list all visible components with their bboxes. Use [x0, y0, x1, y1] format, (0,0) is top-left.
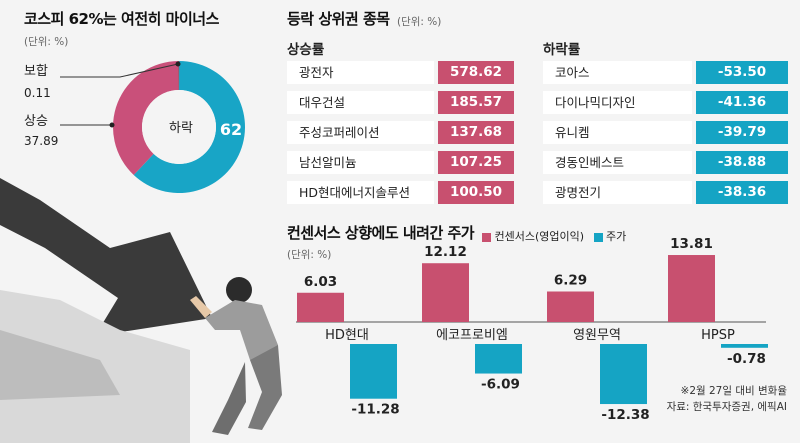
gainer-row: 대우건설 185.57 [287, 91, 514, 114]
stock-change-value: -53.50 [696, 61, 788, 84]
falling-arrow-shape [0, 178, 212, 336]
bar-unit: (단위: %) [287, 249, 332, 261]
losers-header: 하락률 [543, 42, 581, 58]
stock-change-value: 100.50 [438, 181, 514, 204]
bar-label-price: -11.28 [351, 402, 399, 418]
legend-label-consensus: 컨센서스(영업이익) [494, 230, 585, 243]
bar-price [475, 344, 522, 374]
stock-change-value: 578.62 [438, 61, 514, 84]
stock-name: 광전자 [287, 61, 434, 84]
falling-arrow-light [0, 330, 120, 400]
loser-row: 코아스 -53.50 [543, 61, 788, 84]
stock-name: HD현대에너지솔루션 [287, 181, 434, 204]
donut-center-label: 하락 [169, 121, 193, 136]
donut-slice-1 [113, 61, 179, 176]
loser-row: 광명전기 -38.36 [543, 181, 788, 204]
bar-consensus [297, 292, 344, 322]
bar-title: 컨센서스 상향에도 내려간 주가 [287, 224, 475, 242]
bar-category-label: HD현대 [325, 328, 369, 343]
bar-label-consensus: 6.03 [304, 274, 337, 290]
stock-change-value: -41.36 [696, 91, 788, 114]
stock-name: 광명전기 [543, 181, 692, 204]
stock-change-value: 185.57 [438, 91, 514, 114]
stock-name: 경동인베스트 [543, 151, 692, 174]
gainer-row: HD현대에너지솔루션 100.50 [287, 181, 514, 204]
bar-price [600, 344, 647, 405]
bar-consensus [422, 263, 469, 322]
flat-leader-dot [175, 61, 181, 67]
flat-label: 보합 [24, 64, 48, 79]
bar-consensus [668, 255, 715, 322]
bar-consensus [547, 291, 594, 322]
pushing-person-figure [190, 277, 282, 435]
up-leader-dot [109, 122, 115, 128]
donut-chart [113, 61, 246, 194]
footnote-note: ※2월 27일 대비 변화율 [680, 385, 787, 397]
stock-change-value: -38.88 [696, 151, 788, 174]
loser-row: 경동인베스트 -38.88 [543, 151, 788, 174]
bar-label-price: -6.09 [481, 377, 520, 393]
stock-change-value: 107.25 [438, 151, 514, 174]
donut-hole [142, 90, 216, 164]
gainers-header: 상승률 [287, 42, 325, 58]
loser-row: 다이나믹디자인 -41.36 [543, 91, 788, 114]
up-value: 37.89 [24, 134, 59, 148]
stock-change-value: -38.36 [696, 181, 788, 204]
donut-slice-0 [133, 61, 246, 194]
gainer-row: 남선알미늄 107.25 [287, 151, 514, 174]
footnote-source: 자료: 한국투자증권, 에픽AI [666, 401, 787, 413]
up-label: 상승 [24, 114, 48, 129]
stock-name: 남선알미늄 [287, 151, 434, 174]
stock-name: 주성코퍼레이션 [287, 121, 434, 144]
stock-change-value: -39.79 [696, 121, 788, 144]
bar-label-price: -12.38 [601, 407, 649, 423]
flat-leader-line [60, 63, 179, 78]
gainer-row: 광전자 578.62 [287, 61, 514, 84]
bar-category-label: 에코프로비엠 [436, 328, 508, 343]
legend-swatch-price [593, 232, 603, 242]
pie-chart: 하락 62 [60, 61, 246, 194]
stock-name: 대우건설 [287, 91, 434, 114]
bar-label-price: -0.78 [727, 351, 766, 367]
tables-title: 등락 상위권 종목 [287, 10, 390, 28]
bar-category-label: HPSP [701, 328, 735, 343]
legend-swatch-consensus [482, 232, 491, 242]
stock-name: 코아스 [543, 61, 692, 84]
bar-label-consensus: 6.29 [554, 272, 587, 288]
bar-category-label: 영원무역 [573, 328, 621, 343]
stock-name: 다이나믹디자인 [543, 91, 692, 114]
gainer-row: 주성코퍼레이션 137.68 [287, 121, 514, 144]
bar-label-consensus: 13.81 [670, 236, 713, 252]
stock-change-value: 137.68 [438, 121, 514, 144]
bar-label-consensus: 12.12 [424, 244, 467, 260]
legend: 컨센서스(영업이익) 주가 [482, 228, 626, 244]
pie-title: 코스피 62%는 여전히 마이너스 [24, 10, 219, 28]
donut-down-value: 62 [220, 120, 242, 139]
tables-unit: (단위: %) [397, 16, 442, 28]
loser-row: 유니켐 -39.79 [543, 121, 788, 144]
bar-price [721, 344, 768, 348]
flat-value: 0.11 [24, 86, 51, 100]
pie-unit: (단위: %) [24, 36, 69, 48]
legend-label-price: 주가 [606, 230, 627, 243]
stock-name: 유니켐 [543, 121, 692, 144]
bar-price [350, 344, 397, 399]
